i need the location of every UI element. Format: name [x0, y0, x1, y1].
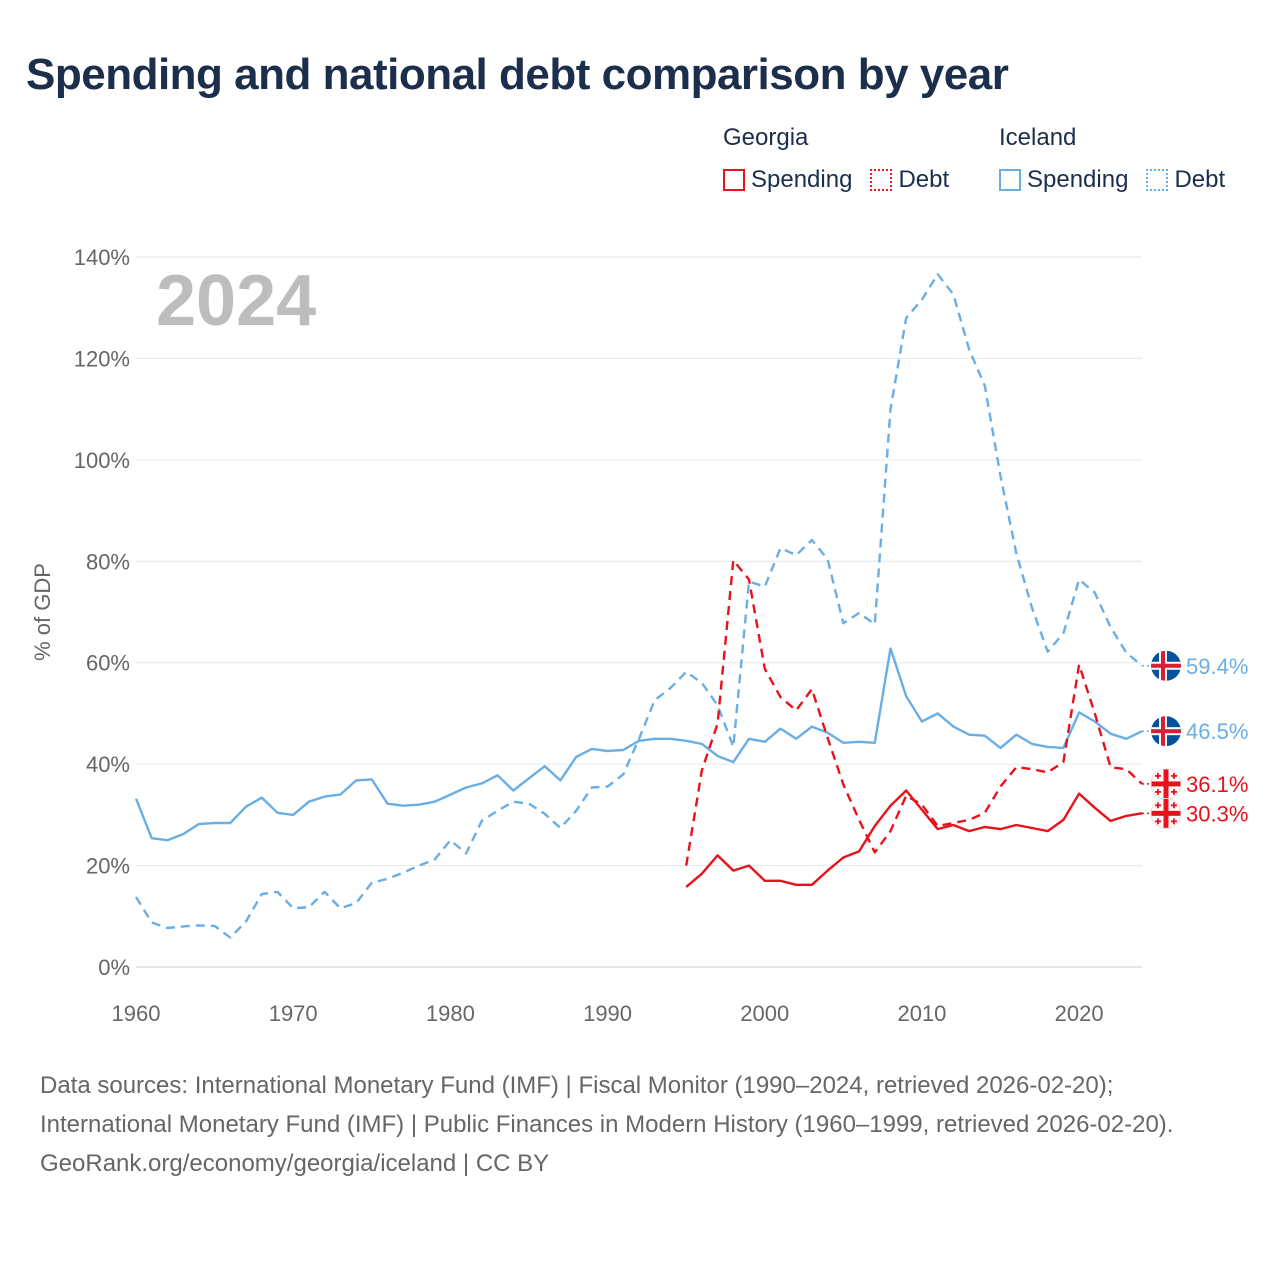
end-value-label-georgia-spending: 30.3%	[1186, 801, 1248, 826]
x-tick-label: 2010	[897, 1001, 946, 1026]
legend-label: Debt	[1174, 166, 1226, 193]
y-tick-label: 100%	[74, 448, 130, 473]
y-tick-label: 80%	[86, 549, 130, 574]
dotted-line-swatch	[870, 169, 893, 191]
dotted-line-swatch	[1146, 169, 1169, 191]
x-tick-label: 1990	[583, 1001, 632, 1026]
georgia-flag-icon	[1151, 798, 1181, 829]
end-value-label-georgia-debt: 36.1%	[1186, 772, 1248, 797]
iceland-flag-icon	[1151, 650, 1181, 681]
legend-label: Spending	[751, 166, 853, 193]
legend-georgia-debt[interactable]: Debt	[870, 166, 949, 194]
footer: Data sources: International Monetary Fun…	[40, 1066, 1240, 1183]
legend-georgia: Georgia Spending Debt	[723, 124, 949, 194]
legend-country-georgia: Georgia	[723, 124, 809, 151]
series-line-georgia-spending	[685, 789, 1143, 888]
x-tick-label: 2020	[1055, 1001, 1104, 1026]
legend-label: Spending	[1027, 166, 1129, 193]
legend-iceland-spending[interactable]: Spending	[999, 166, 1128, 194]
series-line-georgia-debt	[685, 559, 1143, 866]
legend-georgia-spending[interactable]: Spending	[723, 166, 852, 194]
legend-iceland-debt[interactable]: Debt	[1146, 166, 1225, 194]
y-tick-label: 20%	[86, 854, 130, 879]
y-tick-label: 40%	[86, 752, 130, 777]
x-tick-label: 1980	[426, 1001, 475, 1026]
y-tick-label: 0%	[98, 955, 130, 980]
data-sources: Data sources: International Monetary Fun…	[40, 1072, 1174, 1138]
x-tick-label: 1960	[112, 1001, 161, 1026]
x-tick-label: 2000	[740, 1001, 789, 1026]
x-tick-label: 1970	[269, 1001, 318, 1026]
georgia-flag-icon	[1151, 768, 1181, 799]
series-line-iceland-spending	[134, 647, 1143, 842]
solid-line-swatch	[723, 169, 745, 191]
line-chart: 0% 20% 40% 60% 80% 100% 120% 140% 1960 1970 1980 19…	[30, 245, 1248, 1026]
y-axis-label: % of GDP	[30, 563, 55, 661]
legend-iceland: Iceland Spending Debt	[999, 124, 1225, 194]
chart-title: Spending and national debt comparison by…	[26, 50, 1009, 99]
y-tick-label: 120%	[74, 346, 130, 371]
end-value-label-iceland-debt: 59.4%	[1186, 654, 1248, 679]
year-label: 2024	[156, 261, 316, 341]
y-tick-label: 60%	[86, 651, 130, 676]
solid-line-swatch	[999, 169, 1021, 191]
y-tick-label: 140%	[74, 245, 130, 270]
end-value-label-iceland-spending: 46.5%	[1186, 719, 1248, 744]
credit-link[interactable]: GeoRank.org/economy/georgia/iceland | CC…	[40, 1150, 550, 1177]
flag-ring	[1150, 797, 1182, 829]
iceland-flag-icon	[1151, 716, 1181, 747]
legend-country-iceland: Iceland	[999, 124, 1077, 151]
series-line-iceland-debt	[134, 273, 1143, 939]
legend-label: Debt	[898, 166, 950, 193]
